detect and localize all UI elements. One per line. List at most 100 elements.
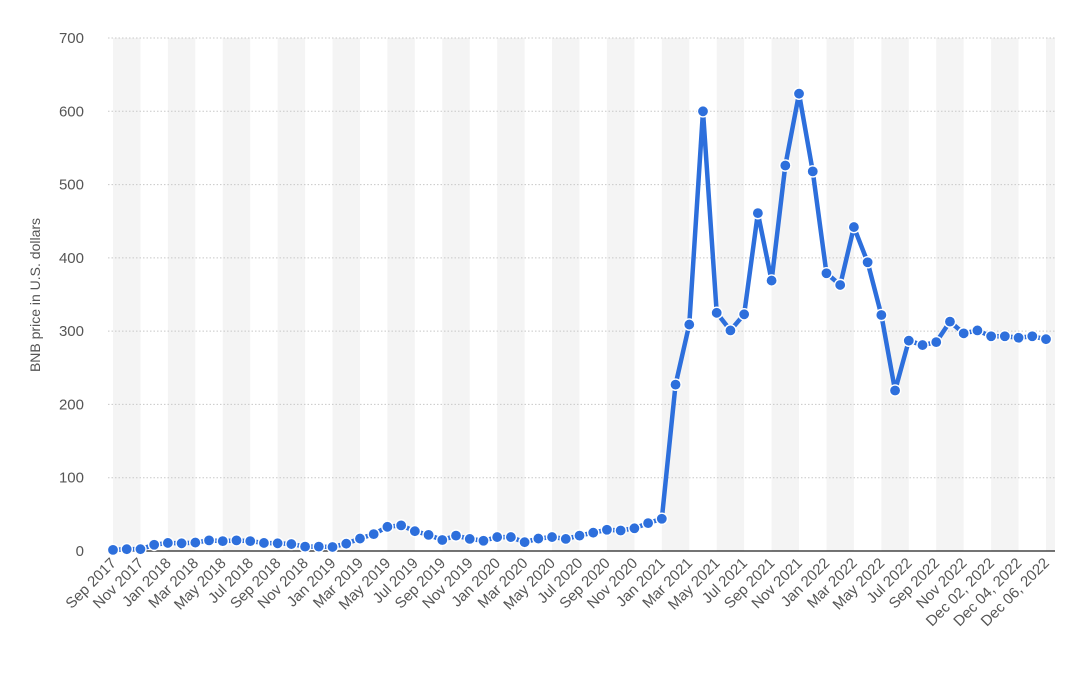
- data-point: [586, 526, 600, 539]
- data-point: [202, 534, 216, 547]
- data-point: [710, 306, 724, 320]
- data-point: [285, 537, 298, 551]
- data-point: [422, 528, 435, 542]
- data-point: [998, 329, 1012, 343]
- data-point: [216, 534, 230, 548]
- y-tick-label: 700: [59, 30, 84, 47]
- data-point: [161, 536, 175, 550]
- data-point: [477, 534, 490, 548]
- y-tick-label: 200: [59, 396, 84, 413]
- data-point: [628, 521, 641, 535]
- y-tick-label: 100: [59, 470, 84, 487]
- column-band: [332, 38, 360, 551]
- column-band: [991, 38, 1019, 551]
- data-point: [435, 533, 449, 547]
- data-point: [929, 335, 943, 349]
- data-point: [847, 220, 861, 234]
- y-tick-label: 0: [76, 543, 84, 560]
- data-point: [614, 524, 627, 537]
- y-axis-title: BNB price in U.S. dollars: [27, 218, 43, 372]
- data-point: [230, 534, 243, 547]
- data-point: [257, 536, 271, 550]
- data-point: [875, 308, 888, 322]
- data-point: [326, 540, 339, 554]
- price-series-points: [106, 87, 1053, 557]
- data-point: [573, 529, 586, 542]
- data-point: [669, 378, 682, 391]
- data-point: [381, 520, 394, 534]
- data-point: [1025, 329, 1039, 343]
- data-point: [559, 532, 573, 546]
- data-point: [175, 537, 188, 550]
- column-band: [1046, 38, 1055, 551]
- data-point: [888, 384, 902, 397]
- data-point: [765, 274, 778, 287]
- data-point: [394, 519, 408, 532]
- data-point: [463, 532, 477, 546]
- data-point: [902, 334, 916, 347]
- data-point: [134, 542, 147, 556]
- data-point: [641, 516, 655, 530]
- data-point: [833, 278, 847, 292]
- column-band: [167, 38, 196, 551]
- data-point: [737, 307, 751, 321]
- y-tick-label: 300: [59, 323, 84, 340]
- column-band: [442, 38, 470, 551]
- column-band: [552, 38, 580, 551]
- column-band: [826, 38, 854, 551]
- data-point: [751, 206, 765, 220]
- data-point: [504, 530, 518, 544]
- column-band: [497, 38, 525, 551]
- data-point: [943, 315, 957, 328]
- data-point: [339, 537, 353, 550]
- data-point: [271, 537, 284, 550]
- data-point: [820, 266, 833, 280]
- data-point: [298, 540, 312, 553]
- data-point: [806, 165, 820, 178]
- data-point: [545, 530, 559, 544]
- y-axis-tick-labels: 0 100 200 300 400 500 600 700: [59, 30, 84, 560]
- data-point: [449, 529, 463, 542]
- column-band: [387, 38, 415, 551]
- data-point: [147, 538, 161, 552]
- horizontal-gridlines: [108, 37, 1055, 479]
- data-point: [984, 329, 998, 343]
- data-point: [682, 318, 696, 331]
- column-band: [881, 38, 909, 551]
- alternating-column-bands: [113, 38, 1055, 551]
- data-point: [1039, 332, 1053, 346]
- data-point: [367, 527, 380, 541]
- data-point: [1012, 331, 1025, 345]
- column-band: [716, 38, 745, 551]
- data-point: [696, 104, 710, 118]
- data-point: [312, 540, 326, 553]
- data-point: [120, 542, 134, 556]
- column-band: [277, 38, 306, 551]
- column-band: [113, 38, 141, 551]
- y-tick-label: 500: [59, 177, 84, 194]
- data-point: [600, 523, 614, 537]
- data-point: [353, 532, 367, 545]
- data-point: [916, 338, 929, 352]
- data-point: [957, 327, 970, 340]
- column-band: [936, 38, 964, 551]
- data-point: [243, 534, 257, 548]
- data-point: [971, 324, 984, 337]
- data-point: [518, 535, 531, 549]
- data-point: [779, 159, 792, 172]
- data-point: [189, 536, 202, 549]
- y-tick-label: 600: [59, 103, 84, 120]
- data-point: [106, 543, 120, 557]
- data-point: [724, 324, 737, 337]
- data-point: [490, 530, 504, 544]
- data-point: [532, 532, 545, 545]
- data-point: [408, 524, 422, 538]
- data-point: [861, 255, 874, 269]
- column-band: [222, 38, 251, 551]
- y-tick-label: 400: [59, 250, 84, 267]
- column-band: [606, 38, 635, 551]
- data-point: [655, 512, 669, 526]
- data-point: [792, 87, 806, 100]
